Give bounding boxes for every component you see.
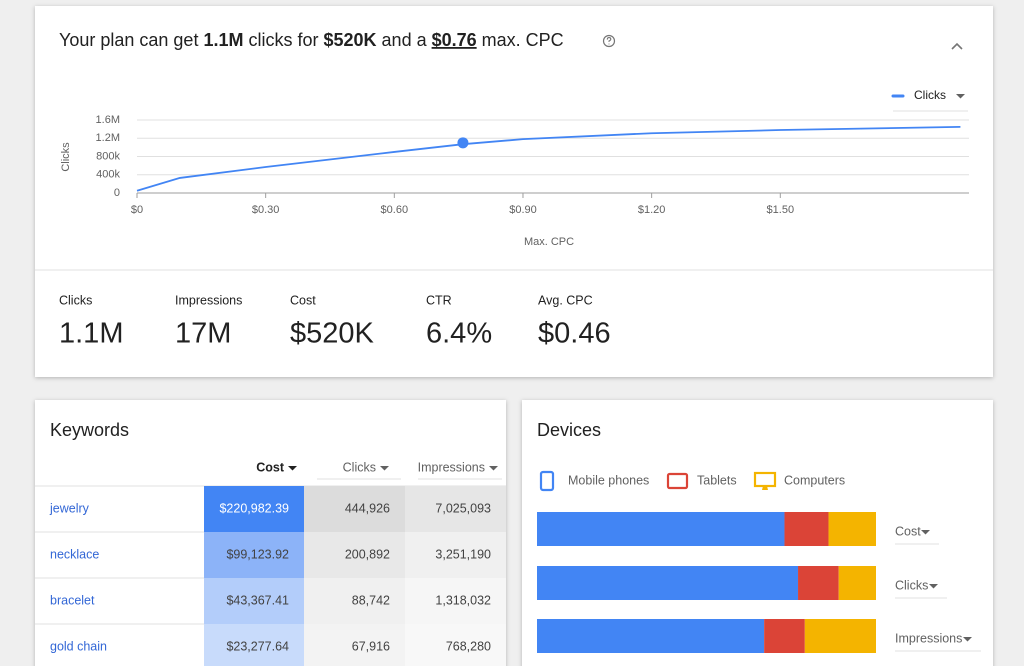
cell-bg <box>405 578 506 624</box>
card-title: Devices <box>537 420 601 440</box>
headline-part: max. CPC <box>477 30 564 50</box>
bar-segment <box>838 566 876 600</box>
legend-label[interactable]: Computers <box>784 473 845 487</box>
legend-icon <box>762 486 768 490</box>
bar-segment <box>828 512 876 546</box>
headline-part: clicks for <box>243 30 323 50</box>
legend-label[interactable]: Mobile phones <box>568 473 649 487</box>
cell-bg <box>204 624 304 666</box>
x-tick-label: $0.30 <box>252 204 280 216</box>
bar-segment <box>784 512 829 546</box>
stat-value: 6.4% <box>426 318 492 350</box>
table-cell: 88,742 <box>352 593 390 607</box>
dropdown-arrow[interactable] <box>956 94 965 99</box>
bar-segment <box>537 512 785 546</box>
stat-value: 17M <box>175 318 231 350</box>
cell-bg <box>304 578 405 624</box>
table-cell: $43,367.41 <box>226 593 289 607</box>
y-tick-label: 1.6M <box>96 114 120 126</box>
keyword-link[interactable]: necklace <box>50 547 99 561</box>
table-cell: $99,123.92 <box>226 547 289 561</box>
dropdown-arrow[interactable] <box>929 584 938 589</box>
row-label[interactable]: Clicks <box>895 578 928 592</box>
y-tick-label: 400k <box>96 169 120 181</box>
stat-label: Avg. CPC <box>538 293 593 307</box>
column-header[interactable]: Cost <box>256 460 285 474</box>
cell-bg <box>405 624 506 666</box>
x-tick-label: $0.60 <box>381 204 409 216</box>
bar-segment <box>804 619 876 653</box>
y-tick-label: 1.2M <box>96 132 120 144</box>
headline-part[interactable]: $0.76 <box>432 30 477 50</box>
dropdown-arrow[interactable] <box>489 466 498 471</box>
dropdown-arrow[interactable] <box>380 466 389 471</box>
x-tick-label: $0 <box>131 204 143 216</box>
x-tick-label: $1.50 <box>767 204 795 216</box>
legend-label[interactable]: Tablets <box>697 473 737 487</box>
card-title: Keywords <box>50 420 129 440</box>
headline-part: 1.1M <box>203 30 243 50</box>
cell-bg <box>405 486 506 532</box>
dropdown-arrow[interactable] <box>963 637 972 642</box>
table-cell: $23,277.64 <box>226 639 289 653</box>
row-label[interactable]: Impressions <box>895 631 962 645</box>
table-cell: 67,916 <box>352 639 390 653</box>
headline: Your plan can get 1.1M clicks for $520K … <box>59 30 564 50</box>
headline-part: and a <box>377 30 432 50</box>
cell-bg <box>204 532 304 578</box>
x-tick-label: $1.20 <box>638 204 666 216</box>
stat-label: Clicks <box>59 293 92 307</box>
stat-label: CTR <box>426 293 452 307</box>
bar-segment <box>798 566 839 600</box>
table-cell: 7,025,093 <box>435 501 491 515</box>
bar-segment <box>537 566 799 600</box>
table-cell: $220,982.39 <box>219 501 289 515</box>
cell-bg <box>304 624 405 666</box>
cell-bg <box>405 532 506 578</box>
legend-icon <box>666 472 689 490</box>
x-tick-label: $0.90 <box>509 204 537 216</box>
stat-value: 1.1M <box>59 318 123 350</box>
keyword-link[interactable]: jewelry <box>49 501 90 515</box>
bar-segment <box>764 619 805 653</box>
headline-part: $520K <box>324 30 377 50</box>
highlight-point[interactable] <box>457 137 469 149</box>
table-cell: 1,318,032 <box>435 593 491 607</box>
cell-bg <box>304 532 405 578</box>
headline-part: Your plan can get <box>59 30 203 50</box>
cell-bg <box>304 486 405 532</box>
cell-bg <box>204 578 304 624</box>
help-icon[interactable] <box>602 34 616 48</box>
stat-value: $520K <box>290 318 375 350</box>
collapse-icon[interactable] <box>951 42 963 50</box>
keyword-link[interactable]: gold chain <box>50 639 107 653</box>
dropdown-arrow[interactable] <box>288 466 297 471</box>
table-cell: 3,251,190 <box>435 547 491 561</box>
y-tick-label: 800k <box>96 150 120 162</box>
dropdown-arrow[interactable] <box>921 530 930 535</box>
table-cell: 444,926 <box>345 501 390 515</box>
legend-label[interactable]: Clicks <box>914 88 946 102</box>
bar-segment <box>537 619 765 653</box>
stat-value: $0.46 <box>538 318 611 350</box>
keyword-link[interactable]: bracelet <box>50 593 95 607</box>
y-axis-label: Clicks <box>60 142 72 172</box>
x-axis-label: Max. CPC <box>524 236 574 248</box>
stat-label: Cost <box>290 293 316 307</box>
row-label[interactable]: Cost <box>895 524 921 538</box>
stat-label: Impressions <box>175 293 242 307</box>
legend-icon <box>539 470 555 492</box>
column-header[interactable]: Clicks <box>343 460 376 474</box>
y-tick-label: 0 <box>114 187 120 199</box>
table-cell: 200,892 <box>345 547 390 561</box>
column-header[interactable]: Impressions <box>418 460 485 474</box>
cell-bg <box>204 486 304 532</box>
table-cell: 768,280 <box>446 639 491 653</box>
plan-card <box>35 6 993 377</box>
